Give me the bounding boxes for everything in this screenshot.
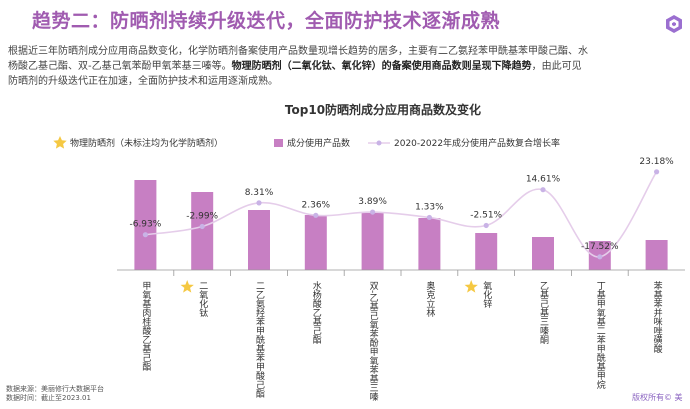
growth-marker [597, 254, 603, 260]
description-line-2: 杨酸乙基己酯、双-乙基己氧苯酚甲氧苯基三嗪等。物理防晒剂（二氧化钛、氧化锌）的备… [8, 59, 690, 74]
growth-label: -17.52% [581, 242, 619, 252]
growth-label: 23.18% [639, 157, 674, 167]
footer-time-line: 数据时间：截止至2023.01 [6, 394, 91, 402]
bar [304, 215, 327, 270]
growth-marker [483, 222, 489, 229]
bar [418, 218, 441, 270]
page-title: 趋势二：防晒剂持续升级迭代，全面防护技术逐渐成熟 [32, 10, 501, 32]
growth-label: -2.51% [470, 210, 502, 220]
growth-line [145, 171, 658, 258]
growth-label: 1.33% [415, 202, 444, 212]
growth-marker [370, 209, 376, 215]
bar [361, 213, 384, 270]
description-line-1: 根据近三年防晒剂成分应用商品数变化，化学防晒剂备案使用产品数量现增长趋势的居多，… [8, 46, 588, 57]
category-label: 奥克立林 [424, 280, 435, 318]
category-label: 氧化锌 [481, 280, 492, 309]
bar [645, 240, 668, 270]
growth-label: -2.99% [186, 211, 218, 221]
growth-marker [654, 169, 660, 175]
growth-marker [540, 187, 546, 193]
star-icon [53, 136, 67, 149]
bar [475, 233, 498, 270]
legend-line-marker [376, 140, 382, 146]
growth-marker [142, 232, 148, 238]
growth-label: 8.31% [245, 188, 274, 198]
plot-area: -6.93% -2.99% 8.31% 2.36% 3.89% 1.33% -2.51% 14… [117, 157, 685, 402]
growth-label: 14.61% [526, 175, 561, 185]
category-label: 甲氧基肉桂酸乙基己酯 [140, 281, 151, 372]
legend-bar-swatch [274, 139, 283, 147]
category-label: 丁基甲氧基二苯甲酰基甲烷 [595, 281, 606, 390]
physical-star-icon [180, 280, 194, 293]
category-label: 二氧化钛 [197, 281, 208, 318]
category-label: 双-乙基己氧苯酚甲氧苯基三嗪 [368, 281, 379, 402]
legend-physical-note: 物理防晒剂（未标注均为化学防晒剂） [70, 137, 223, 149]
category-label: 乙基己基三嗪酮 [538, 281, 549, 345]
legend: 物理防晒剂（未标注均为化学防晒剂） 成分使用产品数 2020-2022年成分使用… [53, 136, 560, 149]
growth-label: 3.89% [358, 197, 387, 207]
footer-source-line: 数据来源：美丽修行大数据平台 [6, 385, 104, 393]
bar [134, 180, 157, 270]
bar [191, 192, 214, 270]
description-line-2-end: ，由此可见 [531, 61, 582, 72]
physical-star-icon [464, 280, 478, 293]
description-line-3: 防晒剂的升级迭代正在加速，全面防护技术和运用逐渐成熟。 [8, 76, 278, 87]
hexagon-logo-icon [666, 15, 682, 33]
growth-label: 2.36% [302, 200, 331, 210]
legend-line-series: 2020-2022年成分使用产品数复合增长率 [394, 137, 560, 149]
growth-marker [199, 223, 205, 230]
growth-marker [256, 200, 262, 206]
description: 根据近三年防晒剂成分应用商品数变化，化学防晒剂备案使用产品数量现增长趋势的居多，… [8, 44, 690, 89]
growth-marker [313, 212, 319, 218]
category-label: 水杨酸乙基己酯 [311, 280, 322, 345]
bar [532, 237, 554, 270]
description-line-2-start: 杨酸乙基己酯、双-乙基己氧苯酚甲氧苯基三嗪等。 [8, 61, 232, 72]
bar [248, 210, 270, 270]
legend-bar-series: 成分使用产品数 [287, 137, 350, 149]
chart-title: Top10防晒剂成分应用商品数及变化 [285, 102, 481, 117]
growth-marker [426, 214, 432, 221]
category-label: 二乙氨羟苯甲酰基苯甲酸己酯 [254, 281, 265, 399]
category-label: 苯基苯并咪唑磺酸 [652, 280, 663, 354]
growth-label: -6.93% [129, 220, 161, 230]
description-line-2-bold: 物理防晒剂（二氧化钛、氧化锌）的备案使用商品数则呈现下降趋势 [231, 61, 532, 72]
footer-source: 数据来源：美丽修行大数据平台 数据时间：截止至2023.01 [6, 385, 104, 403]
footer-copyright: 版权所有© 美 [632, 393, 683, 402]
